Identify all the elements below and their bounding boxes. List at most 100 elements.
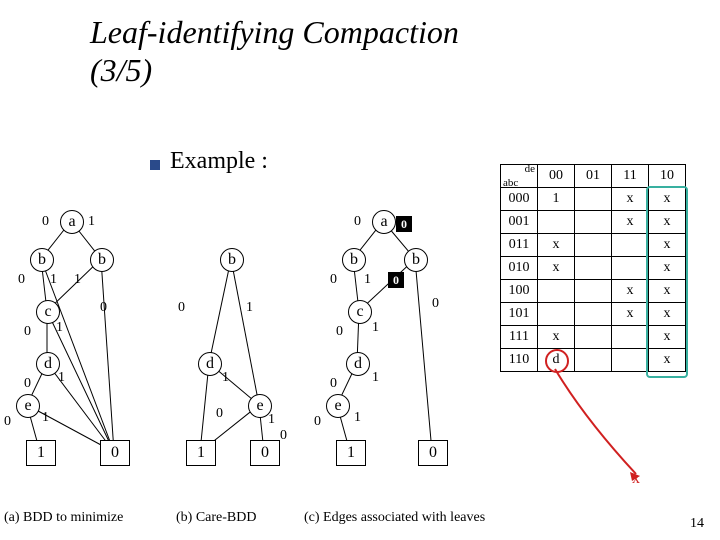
edge-label: 0 <box>330 376 337 392</box>
example-label: Example : <box>170 148 268 175</box>
edge-label: 1 <box>364 272 371 288</box>
kmap-col-header: 00 <box>538 165 575 188</box>
node-e: e <box>326 394 350 418</box>
kmap-cell: x <box>612 303 649 326</box>
kmap-cell: x <box>649 211 686 234</box>
node-a: a <box>372 210 396 234</box>
kmap-cell: x <box>612 188 649 211</box>
kmap-cell <box>538 303 575 326</box>
kmap-cell <box>575 211 612 234</box>
edge-label: 1 <box>58 370 65 386</box>
edge-label: 0 <box>330 272 337 288</box>
edge-label: 1 <box>222 370 229 386</box>
kmap-cell <box>538 280 575 303</box>
slide-number: 14 <box>690 516 704 532</box>
kmap-cell: x <box>538 257 575 280</box>
leaf-id-box: 0 <box>396 216 412 232</box>
edge-label: 0 <box>314 414 321 430</box>
kmap-cell <box>575 349 612 372</box>
edge-label: 0 <box>432 296 439 312</box>
node-b: b <box>30 248 54 272</box>
kmap-row-header: 100 <box>501 280 538 303</box>
leaf-1: 1 <box>336 440 366 466</box>
caption-b: (b) Care-BDD <box>176 510 256 526</box>
bullet-icon <box>150 160 160 170</box>
node-b: b <box>404 248 428 272</box>
edge-label: 0 <box>18 272 25 288</box>
caption-a: (a) BDD to minimize <box>4 510 123 526</box>
kmap-row-header: 011 <box>501 234 538 257</box>
kmap-row-header: 110 <box>501 349 538 372</box>
edge-label: 1 <box>372 370 379 386</box>
edge-label: 0 <box>42 214 49 230</box>
kmap-cell <box>612 257 649 280</box>
kmap-cell <box>575 303 612 326</box>
slide-title-line2: (3/5) <box>90 52 152 89</box>
kmap-cell: 1 <box>538 188 575 211</box>
kmap-cell <box>575 234 612 257</box>
node-c: c <box>348 300 372 324</box>
leaf-1: 1 <box>26 440 56 466</box>
kmap-cell: x <box>649 303 686 326</box>
kmap-cell <box>612 349 649 372</box>
kmap-cell: x <box>649 257 686 280</box>
edge-label: 0 <box>100 300 107 316</box>
node-b: b <box>220 248 244 272</box>
leaf-0: 0 <box>100 440 130 466</box>
kmap-cell <box>575 188 612 211</box>
kmap-cell: x <box>649 326 686 349</box>
node-a: a <box>60 210 84 234</box>
node-d: d <box>36 352 60 376</box>
kmap-cell <box>612 326 649 349</box>
edge-label: 1 <box>354 410 361 426</box>
edge-label: 0 <box>336 324 343 340</box>
leaf-id-box: 0 <box>388 272 404 288</box>
edge-label: 0 <box>178 300 185 316</box>
kmap-col-header: 01 <box>575 165 612 188</box>
edge-label: 1 <box>246 300 253 316</box>
edge-label: 0 <box>280 428 287 444</box>
kmap-table: deabc000111100001xx001xx011xx010xx100xx1… <box>500 164 686 372</box>
kmap-row-header: 001 <box>501 211 538 234</box>
kmap-x-annotation: x <box>632 470 640 488</box>
edge-label: 1 <box>56 320 63 336</box>
kmap-col-header: 10 <box>649 165 686 188</box>
kmap-cell <box>538 211 575 234</box>
kmap-cell: x <box>649 188 686 211</box>
kmap-row-header: 111 <box>501 326 538 349</box>
node-d: d <box>346 352 370 376</box>
node-e: e <box>16 394 40 418</box>
kmap-row-header: 000 <box>501 188 538 211</box>
edge-label: 1 <box>74 272 81 288</box>
kmap-cell: d <box>538 349 575 372</box>
kmap-col-header: 11 <box>612 165 649 188</box>
kmap-row-header: 010 <box>501 257 538 280</box>
edge-label: 1 <box>88 214 95 230</box>
edge-label: 1 <box>372 320 379 336</box>
leaf-0: 0 <box>250 440 280 466</box>
node-b: b <box>342 248 366 272</box>
edge-label: 0 <box>24 376 31 392</box>
kmap-cell <box>575 257 612 280</box>
kmap-cell: x <box>649 349 686 372</box>
edge-label: 0 <box>24 324 31 340</box>
leaf-1: 1 <box>186 440 216 466</box>
node-d: d <box>198 352 222 376</box>
kmap-cell: x <box>538 234 575 257</box>
kmap-cell <box>575 326 612 349</box>
caption-c: (c) Edges associated with leaves <box>304 510 485 526</box>
kmap-corner: deabc <box>501 165 538 188</box>
leaf-0: 0 <box>418 440 448 466</box>
kmap-cell: x <box>612 211 649 234</box>
node-b: b <box>90 248 114 272</box>
edge-label: 0 <box>4 414 11 430</box>
edge-label: 1 <box>42 410 49 426</box>
edge-label: 1 <box>50 272 57 288</box>
kmap-cell <box>612 234 649 257</box>
kmap-row-header: 101 <box>501 303 538 326</box>
edge-label: 0 <box>216 406 223 422</box>
edge-label: 0 <box>354 214 361 230</box>
slide-title-line1: Leaf-identifying Compaction <box>90 14 459 51</box>
kmap-cell: x <box>538 326 575 349</box>
kmap-cell: x <box>649 234 686 257</box>
